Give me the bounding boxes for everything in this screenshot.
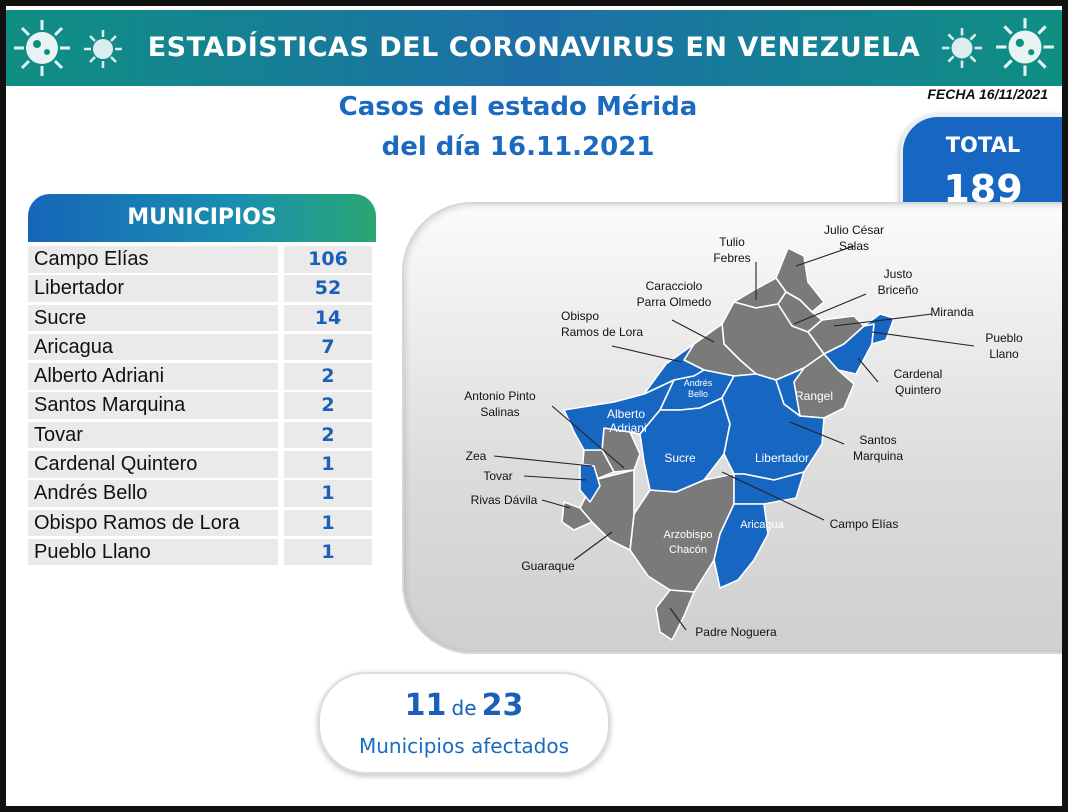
table-row: Pueblo Llano 1 <box>28 538 376 566</box>
leader-line <box>671 319 715 343</box>
affected-municipalities-badge: 11 de 23 Municipios afectados <box>318 672 610 774</box>
region-santos-marquina <box>775 367 805 417</box>
table-row: Tovar 2 <box>28 421 376 449</box>
affected-label: Municipios afectados <box>358 734 570 758</box>
leader-line <box>541 499 571 509</box>
date-label: FECHA 16/11/2021 <box>927 86 1048 102</box>
table-row: Obispo Ramos de Lora 1 <box>28 509 376 537</box>
municipio-cases: 2 <box>284 421 372 449</box>
virus-icon <box>84 30 122 68</box>
leader-line <box>789 421 845 445</box>
map-label-aricagua: Aricagua <box>740 519 784 531</box>
municipio-cases: 52 <box>284 275 372 302</box>
leader-line <box>795 245 855 267</box>
region-alberto-adriani <box>563 379 675 451</box>
callout-miranda: Miranda <box>930 305 974 319</box>
table-row: Cardenal Quintero 1 <box>28 451 376 478</box>
leader-line <box>857 357 879 383</box>
leader-line <box>573 531 613 561</box>
municipios-header: MUNICIPIOS <box>28 194 376 242</box>
municipio-cases: 1 <box>284 538 372 566</box>
callout-zea: Zea <box>466 449 487 463</box>
table-row: Sucre 14 <box>28 304 376 332</box>
table-row: Aricagua 7 <box>28 333 376 361</box>
callout-guaraque: Guaraque <box>521 559 575 573</box>
map-label-alberto-adriani: Alberto Adriani <box>607 407 647 435</box>
region-rivas-davila <box>561 501 593 531</box>
table-row: Andrés Bello 1 <box>28 480 376 507</box>
municipios-table: Campo Elías 106 Libertador 52 Sucre 14 Aricagu… <box>28 246 376 568</box>
map-label-sucre: Sucre <box>664 451 696 465</box>
leader-line <box>721 471 825 521</box>
municipio-cases: 14 <box>284 304 372 332</box>
map-label-arzobispo-chacon: Arzobispo Chacón <box>664 529 713 556</box>
callout-rivas-davila: Rivas Dávila <box>471 493 538 507</box>
table-row: Alberto Adriani 2 <box>28 363 376 390</box>
leader-line <box>793 293 867 325</box>
map-label-andres-bello: Andrés Bello <box>684 378 713 399</box>
infographic-frame: ESTADÍSTICAS DEL CORONAVIRUS EN VENEZUEL… <box>6 6 1062 806</box>
leader-line <box>871 331 975 347</box>
callout-padre-noguera: Padre Noguera <box>695 625 777 639</box>
page-title-line1: Casos del estado Mérida <box>338 92 698 122</box>
municipio-cases: 2 <box>284 392 372 419</box>
municipio-name: Pueblo Llano <box>28 538 278 566</box>
callout-justo-briceno: Justo Briceño <box>878 267 919 297</box>
page-title-line2: del día 16.11.2021 <box>381 132 655 162</box>
municipio-name: Sucre <box>28 304 278 332</box>
merida-map: Alberto Adriani Andrés Bello Sucre Liberta… <box>464 223 1023 641</box>
leader-line <box>551 405 625 469</box>
municipio-name: Santos Marquina <box>28 392 278 419</box>
municipio-name: Aricagua <box>28 333 278 361</box>
callout-tulio-febres: Tulio Febres <box>713 235 750 265</box>
header-banner: ESTADÍSTICAS DEL CORONAVIRUS EN VENEZUEL… <box>6 10 1062 86</box>
callout-caracciolo-parra-olmedo: Caracciolo Parra Olmedo <box>637 279 712 309</box>
table-row: Campo Elías 106 <box>28 246 376 273</box>
map-panel: Alberto Adriani Andrés Bello Sucre Liberta… <box>402 202 1062 654</box>
municipio-name: Cardenal Quintero <box>28 451 278 478</box>
municipio-cases: 1 <box>284 480 372 507</box>
total-label: TOTAL <box>945 133 1021 157</box>
municipio-name: Andrés Bello <box>28 480 278 507</box>
municipio-cases: 2 <box>284 363 372 390</box>
callout-tovar: Tovar <box>483 469 512 483</box>
table-row: Santos Marquina 2 <box>28 392 376 419</box>
municipio-name: Libertador <box>28 275 278 302</box>
callout-cardenal-quintero: Cardenal Quintero <box>894 367 943 397</box>
municipio-cases: 1 <box>284 509 372 537</box>
virus-icon <box>996 18 1054 76</box>
leader-line <box>493 455 593 467</box>
leader-line <box>611 345 683 363</box>
callout-julio-cesar-salas: Julio César Salas <box>824 223 884 253</box>
region-aricagua <box>713 503 769 589</box>
table-row: Libertador 52 <box>28 275 376 302</box>
callout-antonio-pinto-salinas: Antonio Pinto Salinas <box>464 389 536 419</box>
affected-de: de <box>451 696 477 720</box>
municipio-name: Alberto Adriani <box>28 363 278 390</box>
banner-title: ESTADÍSTICAS DEL CORONAVIRUS EN VENEZUEL… <box>147 32 921 63</box>
map-label-libertador: Libertador <box>755 451 809 465</box>
affected-count-line: 11 de 23 <box>320 688 608 723</box>
municipio-name: Campo Elías <box>28 246 278 273</box>
municipio-cases: 7 <box>284 333 372 361</box>
callout-obispo-ramos-de-lora: Obispo Ramos de Lora <box>561 309 643 339</box>
affected-count: 11 <box>404 688 447 723</box>
leader-line <box>523 475 587 481</box>
municipio-name: Obispo Ramos de Lora <box>28 509 278 537</box>
virus-icon <box>14 20 70 76</box>
affected-total: 23 <box>481 688 524 723</box>
virus-icon <box>942 28 982 68</box>
map-label-rangel: Rangel <box>795 389 833 403</box>
leader-line <box>833 313 933 327</box>
callout-santos-marquina: Santos Marquina <box>853 433 903 463</box>
region-campo-elias <box>733 471 805 505</box>
leader-line <box>669 607 687 631</box>
municipio-cases: 1 <box>284 451 372 478</box>
municipio-name: Tovar <box>28 421 278 449</box>
callout-pueblo-llano: Pueblo Llano <box>985 331 1023 361</box>
municipio-cases: 106 <box>284 246 372 273</box>
callout-campo-elias: Campo Elías <box>830 517 899 531</box>
